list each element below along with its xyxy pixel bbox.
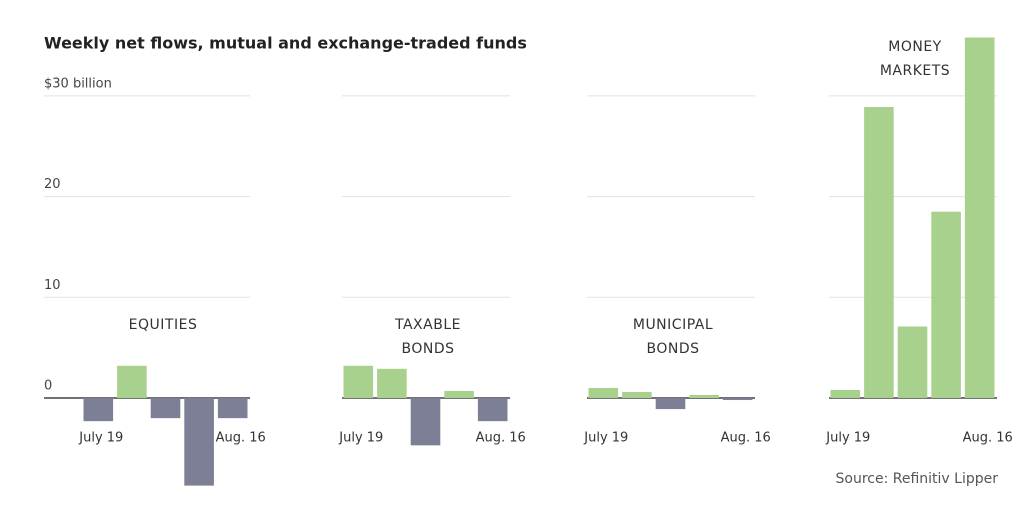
- x-tick-label: Aug. 16: [216, 431, 266, 446]
- x-tick-label: July 19: [338, 431, 383, 446]
- bar: [477, 398, 508, 422]
- x-tick-label: July 19: [78, 431, 123, 446]
- panel-title: MONEY: [888, 39, 941, 55]
- bar: [117, 365, 147, 399]
- bar: [722, 398, 753, 401]
- panel-title: BONDS: [646, 341, 699, 357]
- bar: [897, 326, 928, 399]
- bar: [622, 391, 652, 399]
- x-tick-label: July 19: [583, 431, 628, 446]
- chart-title: Weekly net flows, mutual and exchange-tr…: [44, 34, 527, 53]
- bar: [184, 398, 214, 486]
- y-tick-label: 20: [44, 177, 61, 192]
- bar: [830, 389, 861, 399]
- x-tick-label: Aug. 16: [721, 431, 771, 446]
- bar: [964, 37, 995, 399]
- panel-title: TAXABLE: [394, 317, 461, 333]
- bar: [343, 365, 374, 399]
- y-tick-label: 10: [44, 278, 61, 293]
- x-tick-label: Aug. 16: [963, 431, 1013, 446]
- x-tick-label: July 19: [825, 431, 870, 446]
- bar: [217, 398, 248, 419]
- panel-title: MUNICIPAL: [633, 317, 713, 333]
- x-tick-label: Aug. 16: [476, 431, 526, 446]
- y-tick-label: 0: [44, 379, 52, 394]
- panel-title: EQUITIES: [129, 317, 198, 333]
- panel-title: MARKETS: [880, 63, 950, 79]
- bar: [150, 398, 181, 419]
- panel-title: BONDS: [401, 341, 454, 357]
- source: Source: Refinitiv Lipper: [836, 471, 999, 487]
- bar: [588, 387, 619, 399]
- bar: [931, 211, 961, 399]
- bar: [444, 390, 474, 399]
- bar: [864, 106, 894, 399]
- bar: [410, 398, 441, 446]
- bar: [689, 394, 719, 399]
- bar: [655, 398, 686, 410]
- y-tick-label: $30 billion: [44, 76, 112, 91]
- bar: [377, 368, 407, 399]
- bar: [83, 398, 114, 422]
